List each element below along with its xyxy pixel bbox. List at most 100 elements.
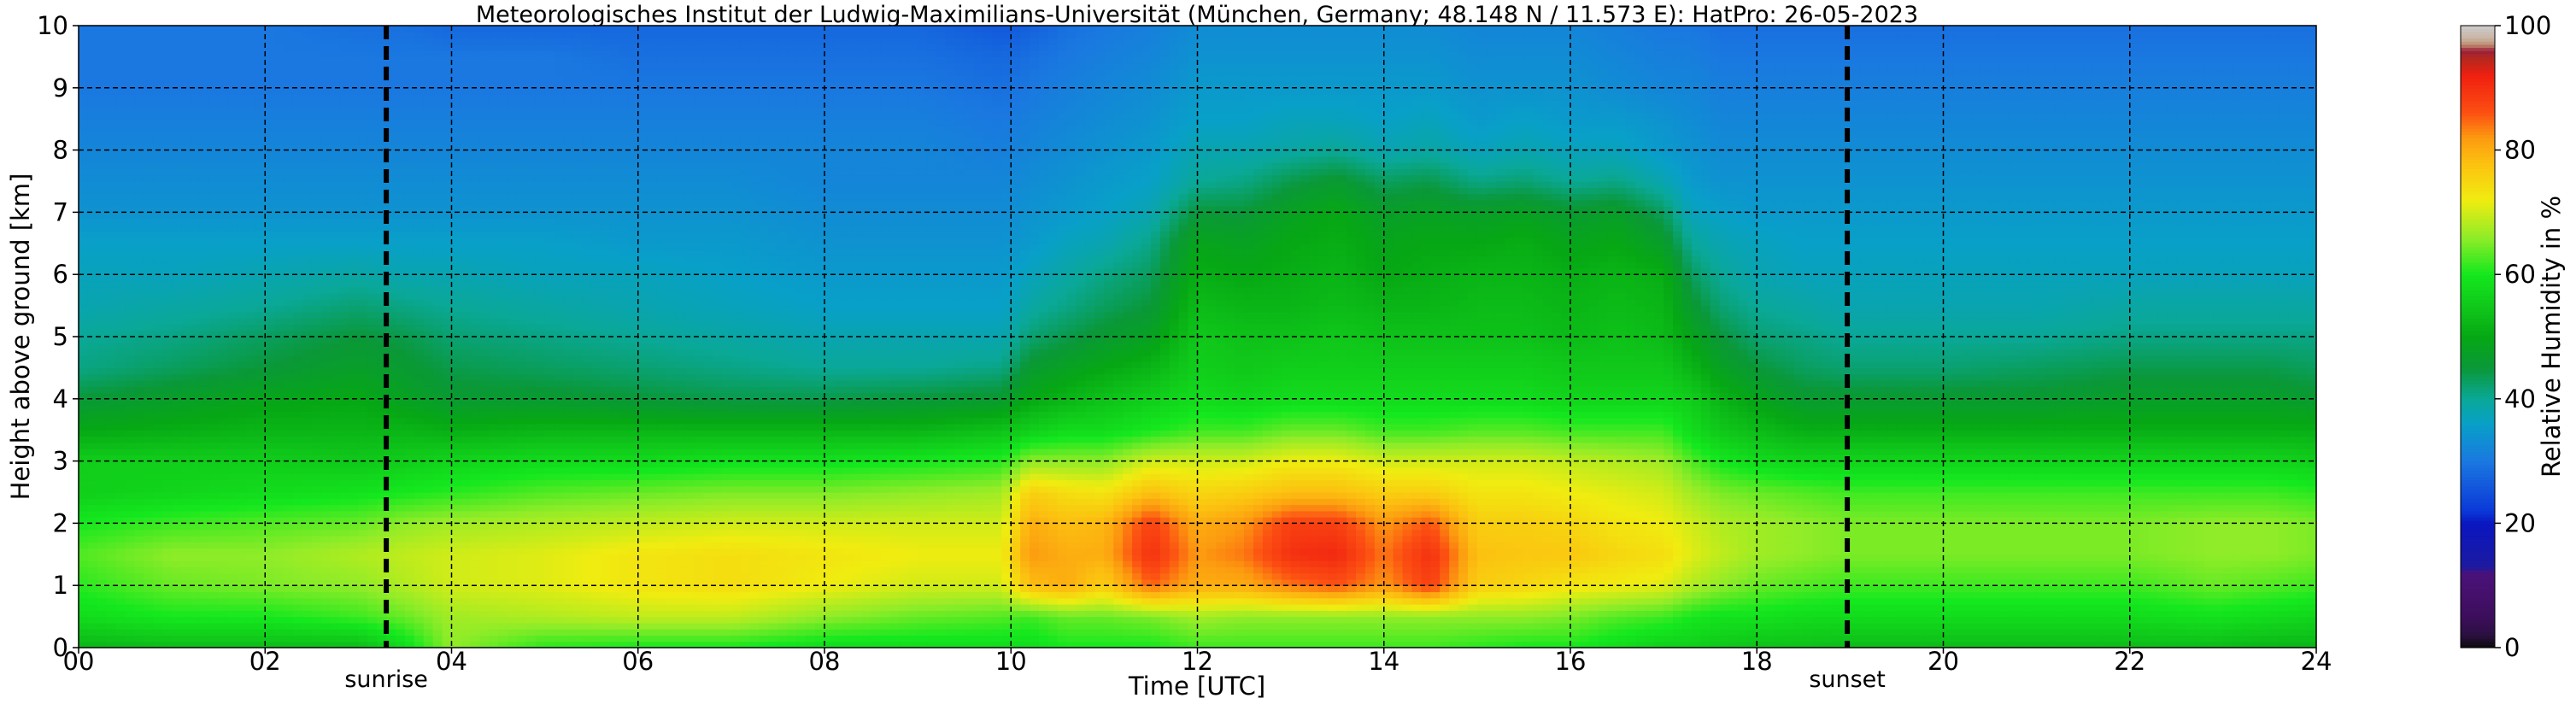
heatmap-cell (377, 144, 387, 151)
heatmap-cell (396, 199, 406, 207)
heatmap-cell (172, 535, 182, 543)
heatmap-cell (461, 535, 471, 543)
heatmap-cell (367, 38, 378, 45)
heatmap-cell (516, 449, 527, 455)
heatmap-cell (535, 405, 546, 412)
heatmap-cell (218, 155, 229, 163)
heatmap-cell (339, 585, 350, 593)
heatmap-cell (237, 187, 248, 195)
heatmap-cell (302, 274, 313, 282)
heatmap-cell (367, 26, 378, 32)
heatmap-cell (284, 379, 294, 387)
heatmap-cell (292, 417, 303, 425)
heatmap-cell (367, 138, 378, 144)
heatmap-cell (535, 100, 546, 108)
heatmap-cell (153, 517, 163, 524)
heatmap-cell (199, 199, 210, 207)
heatmap-cell (79, 535, 89, 543)
heatmap-cell (535, 231, 546, 238)
heatmap-cell (274, 125, 285, 132)
heatmap-cell (199, 32, 210, 39)
heatmap-cell (349, 318, 359, 326)
heatmap-cell (199, 398, 210, 406)
heatmap-cell (144, 112, 154, 120)
heatmap-cell (144, 212, 154, 220)
heatmap-cell (125, 162, 136, 170)
heatmap-cell (358, 604, 368, 611)
heatmap-cell (498, 62, 508, 70)
heatmap-cell (162, 299, 173, 307)
heatmap-cell (255, 411, 266, 419)
heatmap-cell (181, 386, 191, 394)
heatmap-cell (302, 243, 313, 250)
heatmap-cell (87, 578, 98, 586)
heatmap-cell (172, 261, 182, 269)
heatmap-cell (79, 155, 89, 163)
heatmap-cell (423, 174, 434, 182)
heatmap-cell (320, 119, 332, 126)
heatmap-cell (498, 243, 508, 250)
heatmap-cell (153, 286, 163, 294)
heatmap-cell (423, 274, 434, 282)
heatmap-cell (451, 87, 462, 95)
heatmap-cell (218, 373, 229, 381)
heatmap-cell (97, 492, 108, 499)
heatmap-cell (535, 585, 546, 593)
heatmap-cell (320, 641, 332, 648)
heatmap-cell (349, 144, 359, 151)
heatmap-cell (172, 249, 182, 256)
heatmap-cell (423, 405, 434, 412)
heatmap-cell (190, 449, 201, 455)
heatmap-cell (470, 485, 480, 493)
heatmap-cell (404, 174, 415, 182)
heatmap-cell (489, 355, 499, 362)
heatmap-cell (423, 50, 434, 57)
heatmap-cell (134, 355, 144, 362)
heatmap-cell (423, 635, 434, 642)
heatmap-cell (97, 44, 108, 51)
heatmap-cell (172, 485, 182, 493)
heatmap-cell (246, 212, 256, 220)
heatmap-cell (330, 299, 341, 307)
heatmap-cell (302, 430, 313, 437)
heatmap-cell (414, 379, 425, 387)
heatmap-cell (153, 293, 163, 300)
heatmap-cell (255, 379, 266, 387)
heatmap-cell (246, 87, 256, 95)
heatmap-cell (237, 100, 248, 108)
heatmap-cell (246, 560, 256, 567)
heatmap-cell (162, 554, 173, 561)
heatmap-cell (330, 367, 341, 375)
heatmap-cell (396, 249, 406, 256)
heatmap-cell (79, 566, 89, 574)
heatmap-cell (208, 411, 220, 419)
heatmap-cell (284, 100, 294, 108)
heatmap-cell (311, 641, 322, 648)
heatmap-cell (535, 523, 546, 531)
heatmap-cell (162, 430, 173, 437)
heatmap-cell (516, 218, 527, 226)
heatmap-cell (339, 510, 350, 518)
heatmap-cell (292, 616, 303, 624)
heatmap-cell (134, 466, 144, 474)
heatmap-cell (479, 112, 490, 120)
heatmap-cell (516, 392, 527, 400)
heatmap-cell (153, 44, 163, 51)
heatmap-cell (181, 131, 191, 138)
heatmap-cell (396, 100, 406, 108)
heatmap-cell (87, 144, 98, 151)
heatmap-cell (498, 373, 508, 381)
heatmap-cell (451, 318, 462, 326)
heatmap-cell (507, 560, 518, 567)
heatmap-cell (292, 299, 303, 307)
heatmap-cell (423, 461, 434, 468)
heatmap-cell (507, 50, 518, 57)
heatmap-cell (181, 392, 191, 400)
heatmap-cell (172, 187, 182, 195)
heatmap-cell (525, 68, 537, 76)
heatmap-cell (181, 274, 191, 282)
heatmap-cell (246, 442, 256, 449)
heatmap-cell (311, 267, 322, 275)
heatmap-cell (144, 542, 154, 549)
heatmap-cell (208, 604, 220, 611)
